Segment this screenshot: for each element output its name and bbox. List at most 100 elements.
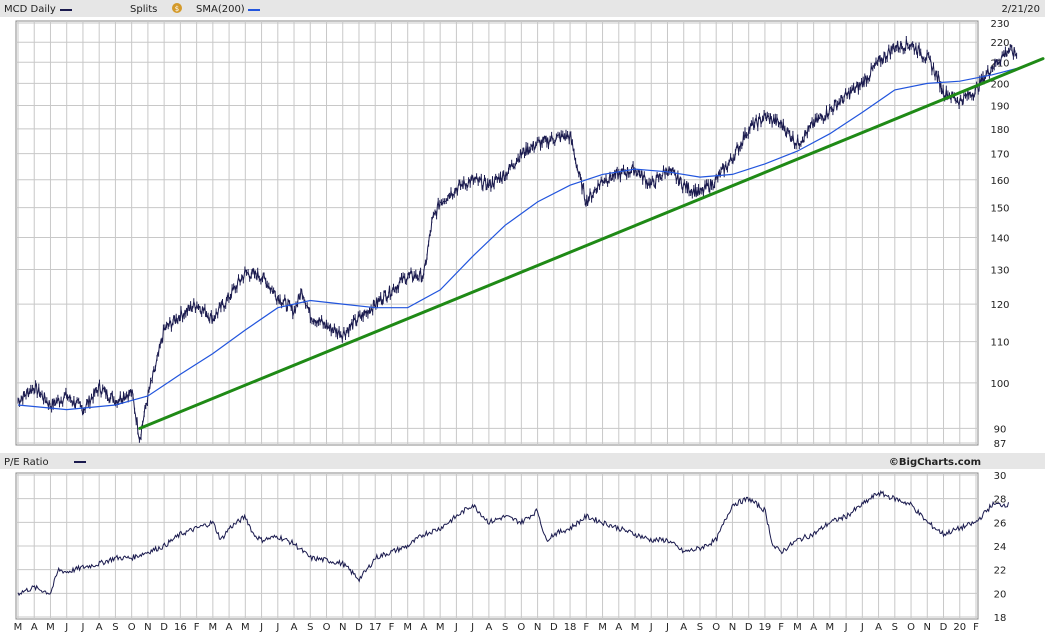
x-tick-label: A bbox=[680, 622, 687, 633]
x-tick-label: M bbox=[241, 622, 250, 633]
pe-tick-label: 24 bbox=[994, 542, 1007, 553]
x-tick-label: A bbox=[226, 622, 233, 633]
x-tick-label: M bbox=[46, 622, 55, 633]
price-tick-label: 160 bbox=[990, 176, 1009, 187]
pe-tick-label: 22 bbox=[994, 566, 1007, 577]
price-tick-label: 180 bbox=[990, 125, 1009, 136]
x-tick-label: A bbox=[96, 622, 103, 633]
x-tick-label: N bbox=[144, 622, 151, 633]
x-tick-label: D bbox=[355, 622, 363, 633]
top-header-bg bbox=[0, 0, 1045, 17]
x-tick-label: J bbox=[64, 622, 68, 633]
price-tick-label: 100 bbox=[990, 379, 1009, 390]
x-tick-label: A bbox=[615, 622, 622, 633]
x-tick-label: M bbox=[826, 622, 835, 633]
x-tick-label: O bbox=[907, 622, 915, 633]
pe-tick-label: 28 bbox=[994, 495, 1007, 506]
x-axis: M A M J J A S O N D 16 F M A M J J A S O N D 17 F M A M J J A S O N D 18 F M… bbox=[14, 622, 979, 633]
price-tick-label: 140 bbox=[990, 233, 1009, 244]
price-tick-label: 230 bbox=[990, 19, 1009, 30]
x-tick-label: O bbox=[128, 622, 136, 633]
price-tick-label: 170 bbox=[990, 150, 1009, 161]
x-tick-label: S bbox=[112, 622, 118, 633]
x-tick-label: F bbox=[583, 622, 589, 633]
x-tick-label: J bbox=[259, 622, 263, 633]
pe-legend-swatch bbox=[74, 461, 86, 463]
x-tick-label: F bbox=[778, 622, 784, 633]
price-tick-label: 190 bbox=[990, 102, 1009, 113]
pe-label: P/E Ratio bbox=[4, 457, 49, 468]
x-tick-label: M bbox=[793, 622, 802, 633]
x-tick-label: A bbox=[421, 622, 428, 633]
x-tick-label: S bbox=[307, 622, 313, 633]
price-grid bbox=[16, 21, 978, 445]
splits-badge-icon bbox=[172, 3, 182, 13]
x-tick-label: 16 bbox=[174, 622, 187, 633]
x-tick-label: S bbox=[697, 622, 703, 633]
price-tick-label: 130 bbox=[990, 265, 1009, 276]
x-tick-label: M bbox=[436, 622, 445, 633]
x-tick-label: D bbox=[940, 622, 948, 633]
x-tick-label: 17 bbox=[369, 622, 382, 633]
trendline bbox=[138, 57, 1045, 430]
x-tick-label: F bbox=[194, 622, 200, 633]
x-tick-label: O bbox=[517, 622, 525, 633]
x-tick-label: D bbox=[160, 622, 168, 633]
x-tick-label: M bbox=[631, 622, 640, 633]
pe-y-axis: 18 20 22 24 26 28 30 bbox=[994, 471, 1007, 624]
x-tick-label: J bbox=[844, 622, 848, 633]
price-y-axis: 87 90 100 110 120 130 140 150 160 170 180 190 200 210… bbox=[990, 19, 1009, 450]
x-tick-label: O bbox=[323, 622, 331, 633]
pe-tick-label: 18 bbox=[994, 613, 1007, 624]
brand-label: ©BigCharts.com bbox=[889, 457, 981, 468]
x-tick-label: J bbox=[275, 622, 279, 633]
x-tick-label: M bbox=[403, 622, 412, 633]
pe-tick-label: 20 bbox=[994, 589, 1007, 600]
price-panel: 87 90 100 110 120 130 140 150 160 170 180 190 200 210… bbox=[15, 19, 1045, 450]
x-tick-label: N bbox=[729, 622, 736, 633]
pe-tick-label: 26 bbox=[994, 518, 1007, 529]
x-tick-label: A bbox=[875, 622, 882, 633]
price-tick-label: 220 bbox=[990, 38, 1009, 49]
price-tick-label: 210 bbox=[990, 58, 1009, 69]
x-tick-label: N bbox=[924, 622, 931, 633]
date-label: 2/21/20 bbox=[1001, 4, 1040, 15]
x-tick-label: J bbox=[454, 622, 458, 633]
x-tick-label: N bbox=[339, 622, 346, 633]
price-legend-swatch bbox=[60, 9, 72, 11]
price-tick-label: 87 bbox=[994, 439, 1007, 450]
x-tick-label: A bbox=[31, 622, 38, 633]
x-tick-label: D bbox=[745, 622, 753, 633]
splits-label: Splits bbox=[130, 4, 157, 15]
price-tick-label: 200 bbox=[990, 79, 1009, 90]
x-tick-label: N bbox=[534, 622, 541, 633]
pe-header-bg bbox=[0, 453, 1045, 469]
price-tick-label: 110 bbox=[990, 338, 1009, 349]
splits-badge-text: $ bbox=[175, 5, 179, 13]
x-tick-label: A bbox=[485, 622, 492, 633]
price-tick-label: 120 bbox=[990, 300, 1009, 311]
pe-tick-label: 30 bbox=[994, 471, 1007, 482]
price-series-layer bbox=[17, 36, 1045, 443]
pe-series-line bbox=[17, 489, 1009, 597]
x-tick-label: 19 bbox=[759, 622, 772, 633]
x-tick-label: F bbox=[389, 622, 395, 633]
x-tick-label: D bbox=[550, 622, 558, 633]
pe-header: P/E Ratio ©BigCharts.com bbox=[0, 453, 1045, 469]
x-tick-label: J bbox=[80, 622, 84, 633]
x-tick-label: J bbox=[860, 622, 864, 633]
sma-label: SMA(200) bbox=[196, 4, 245, 15]
x-tick-label: F bbox=[973, 622, 979, 633]
sma-legend-swatch bbox=[248, 9, 260, 11]
x-tick-label: M bbox=[598, 622, 607, 633]
price-tick-label: 90 bbox=[994, 424, 1007, 435]
x-tick-label: J bbox=[665, 622, 669, 633]
x-tick-label: M bbox=[209, 622, 218, 633]
x-tick-label: J bbox=[470, 622, 474, 633]
x-tick-label: J bbox=[649, 622, 653, 633]
price-series-line bbox=[17, 36, 1018, 443]
pe-panel: 18 20 22 24 26 28 30 bbox=[15, 471, 1009, 624]
x-tick-label: M bbox=[14, 622, 23, 633]
x-tick-label: S bbox=[892, 622, 898, 633]
